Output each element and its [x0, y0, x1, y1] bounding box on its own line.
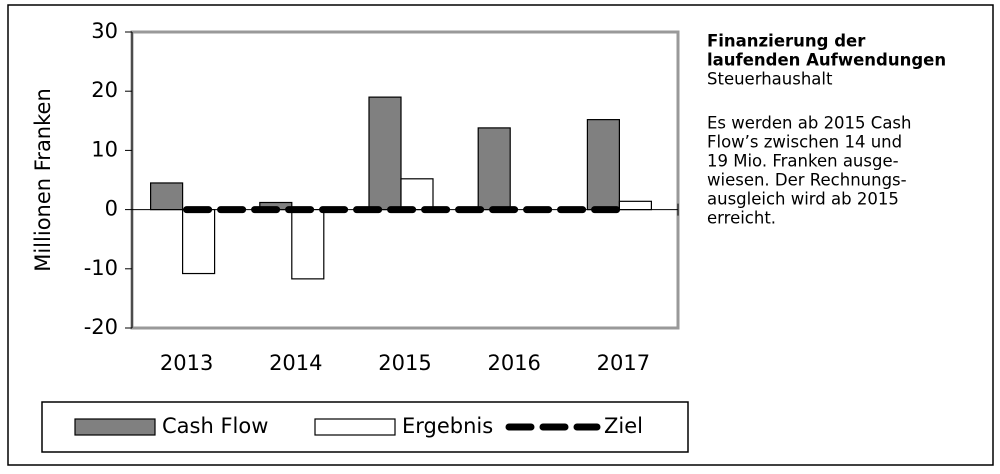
bar [618, 200, 653, 211]
y-tick-label: -20 [84, 315, 118, 339]
side-annotation: 19 Mio. Franken ausge- [707, 152, 899, 171]
side-annotation: Flow’s zwischen 14 und [707, 133, 902, 152]
bar [586, 119, 621, 211]
x-tick-label: 2015 [378, 351, 431, 375]
bar [150, 182, 184, 211]
y-tick-label: -10 [84, 256, 118, 280]
side-title: Finanzierung der [707, 32, 866, 51]
y-tick-label: 0 [105, 197, 118, 221]
outer-frame [7, 4, 994, 466]
side-subtitle: Steuerhaushalt [707, 70, 833, 89]
legend-swatch [314, 418, 396, 436]
y-tick-label: 10 [91, 137, 118, 161]
side-title: laufenden Aufwendungen [707, 51, 946, 70]
x-tick-label: 2013 [160, 351, 213, 375]
legend-label: Ergebnis [402, 414, 493, 438]
y-tick-label: 20 [91, 78, 118, 102]
side-annotation: wiesen. Der Rechnungs- [707, 171, 907, 190]
legend-swatch [74, 418, 156, 436]
legend-label: Cash Flow [162, 414, 268, 438]
bar [477, 127, 511, 211]
legend-frame [41, 401, 689, 453]
side-annotation: Es werden ab 2015 Cash [707, 114, 912, 133]
side-annotation: ausgleich wird ab 2015 [707, 190, 899, 209]
legend-label: Ziel [604, 414, 643, 438]
bar [400, 178, 434, 211]
side-annotation: erreicht. [707, 209, 776, 228]
y-axis-label: Millionen Franken [31, 88, 55, 272]
bar [291, 209, 325, 280]
bar [368, 96, 402, 211]
bar [182, 209, 216, 275]
x-tick-label: 2014 [269, 351, 322, 375]
y-tick-label: 30 [91, 19, 118, 43]
x-tick-label: 2016 [487, 351, 540, 375]
x-tick-label: 2017 [597, 351, 650, 375]
